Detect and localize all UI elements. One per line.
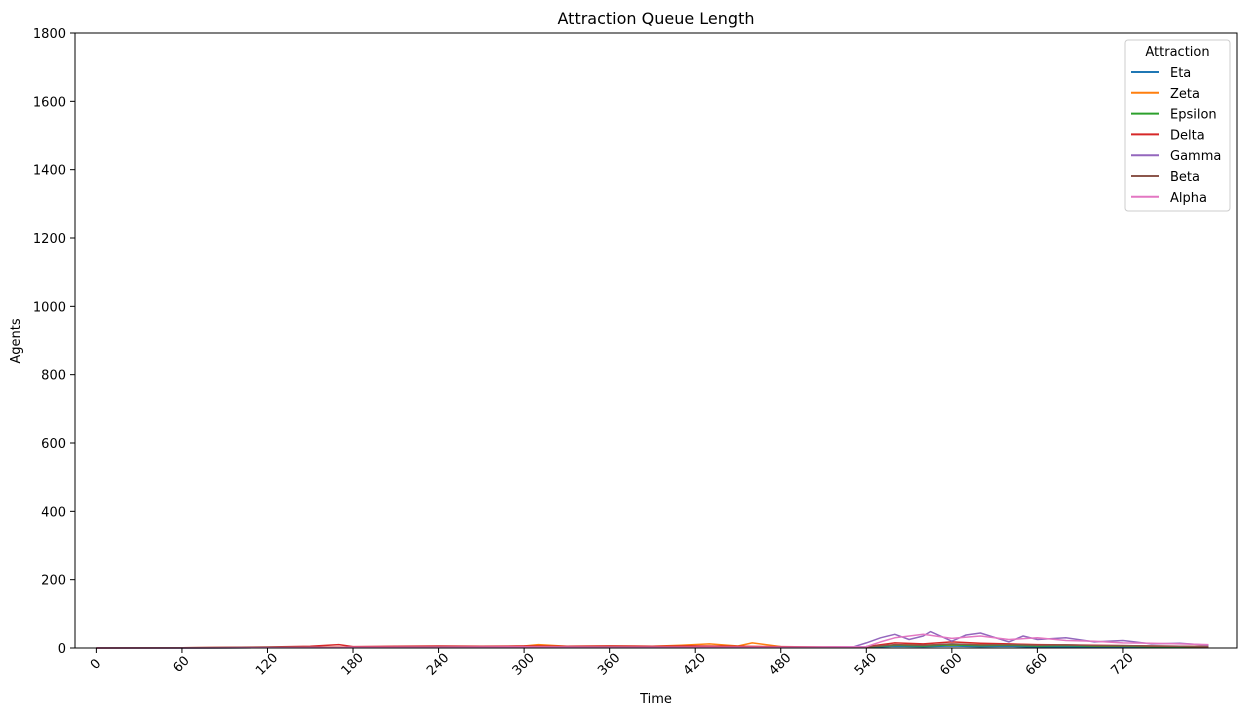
chart-title: Attraction Queue Length: [558, 9, 755, 28]
legend: Attraction Eta Zeta Epsilon Delta Gamma Beta Al…: [1124, 39, 1231, 212]
y-tick-label: 1600: [33, 95, 66, 110]
legend-label-zeta: Zeta: [1170, 87, 1200, 102]
y-tick-label: 0: [58, 642, 66, 657]
series-line-alpha: [96, 633, 1209, 649]
y-tick-label: 200: [41, 574, 66, 589]
legend-label-gamma: Gamma: [1170, 149, 1221, 164]
legend-label-alpha: Alpha: [1170, 191, 1207, 206]
y-tick-label: 800: [41, 369, 66, 384]
x-axis-label: Time: [639, 692, 672, 707]
y-tick-label: 1200: [33, 232, 66, 247]
legend-box: [1124, 39, 1231, 212]
plot-frame: [74, 32, 1238, 649]
y-axis-label: Agents: [9, 318, 24, 363]
y-tick-label: 600: [41, 437, 66, 452]
legend-label-beta: Beta: [1170, 170, 1200, 185]
y-tick-label: 1000: [33, 300, 66, 315]
legend-title: Attraction: [1145, 45, 1209, 60]
legend-label-epsilon: Epsilon: [1170, 108, 1217, 123]
y-tick-label: 1400: [33, 164, 66, 179]
legend-label-delta: Delta: [1170, 128, 1205, 143]
y-tick-label: 1800: [33, 27, 66, 42]
y-tick-label: 400: [41, 505, 66, 520]
legend-label-eta: Eta: [1170, 66, 1191, 81]
